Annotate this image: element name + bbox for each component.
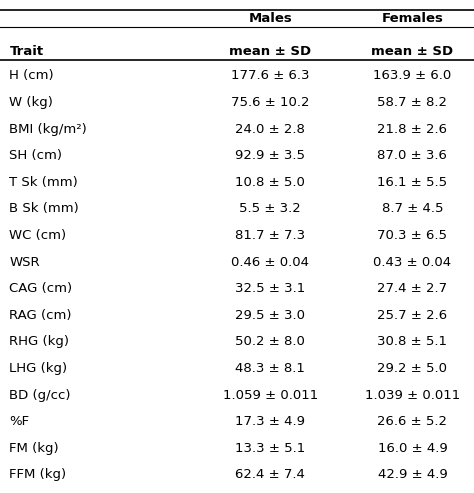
Text: 62.4 ± 7.4: 62.4 ± 7.4 (235, 468, 305, 481)
Text: BMI (kg/m²): BMI (kg/m²) (9, 123, 87, 136)
Text: SH (cm): SH (cm) (9, 149, 63, 162)
Text: B Sk (mm): B Sk (mm) (9, 202, 79, 215)
Text: CAG (cm): CAG (cm) (9, 282, 73, 295)
Text: 16.0 ± 4.9: 16.0 ± 4.9 (377, 442, 447, 455)
Text: 25.7 ± 2.6: 25.7 ± 2.6 (377, 309, 447, 322)
Text: WC (cm): WC (cm) (9, 229, 67, 242)
Text: 42.9 ± 4.9: 42.9 ± 4.9 (377, 468, 447, 481)
Text: LHG (kg): LHG (kg) (9, 362, 68, 375)
Text: RHG (kg): RHG (kg) (9, 335, 70, 349)
Text: 21.8 ± 2.6: 21.8 ± 2.6 (377, 123, 447, 136)
Text: 8.7 ± 4.5: 8.7 ± 4.5 (382, 202, 443, 215)
Text: 58.7 ± 8.2: 58.7 ± 8.2 (377, 96, 447, 109)
Text: mean ± SD: mean ± SD (371, 45, 454, 58)
Text: 27.4 ± 2.7: 27.4 ± 2.7 (377, 282, 447, 295)
Text: 1.039 ± 0.011: 1.039 ± 0.011 (365, 388, 460, 401)
Text: 26.6 ± 5.2: 26.6 ± 5.2 (377, 415, 447, 428)
Text: mean ± SD: mean ± SD (229, 45, 311, 58)
Text: 177.6 ± 6.3: 177.6 ± 6.3 (231, 70, 310, 82)
Text: FM (kg): FM (kg) (9, 442, 59, 455)
Text: Males: Males (248, 12, 292, 25)
Text: 10.8 ± 5.0: 10.8 ± 5.0 (235, 176, 305, 189)
Text: 29.5 ± 3.0: 29.5 ± 3.0 (235, 309, 305, 322)
Text: 17.3 ± 4.9: 17.3 ± 4.9 (235, 415, 305, 428)
Text: T Sk (mm): T Sk (mm) (9, 176, 78, 189)
Text: 24.0 ± 2.8: 24.0 ± 2.8 (235, 123, 305, 136)
Text: 81.7 ± 7.3: 81.7 ± 7.3 (235, 229, 305, 242)
Text: Females: Females (382, 12, 443, 25)
Text: 13.3 ± 5.1: 13.3 ± 5.1 (235, 442, 305, 455)
Text: 29.2 ± 5.0: 29.2 ± 5.0 (377, 362, 447, 375)
Text: 5.5 ± 3.2: 5.5 ± 3.2 (239, 202, 301, 215)
Text: WSR: WSR (9, 255, 40, 269)
Text: 30.8 ± 5.1: 30.8 ± 5.1 (377, 335, 447, 349)
Text: 16.1 ± 5.5: 16.1 ± 5.5 (377, 176, 447, 189)
Text: 0.46 ± 0.04: 0.46 ± 0.04 (231, 255, 309, 269)
Text: 75.6 ± 10.2: 75.6 ± 10.2 (231, 96, 310, 109)
Text: %F: %F (9, 415, 29, 428)
Text: W (kg): W (kg) (9, 96, 54, 109)
Text: 48.3 ± 8.1: 48.3 ± 8.1 (235, 362, 305, 375)
Text: BD (g/cc): BD (g/cc) (9, 388, 71, 401)
Text: H (cm): H (cm) (9, 70, 54, 82)
Text: 163.9 ± 6.0: 163.9 ± 6.0 (373, 70, 452, 82)
Text: 1.059 ± 0.011: 1.059 ± 0.011 (223, 388, 318, 401)
Text: 32.5 ± 3.1: 32.5 ± 3.1 (235, 282, 305, 295)
Text: RAG (cm): RAG (cm) (9, 309, 72, 322)
Text: FFM (kg): FFM (kg) (9, 468, 67, 481)
Text: 0.43 ± 0.04: 0.43 ± 0.04 (374, 255, 451, 269)
Text: 87.0 ± 3.6: 87.0 ± 3.6 (377, 149, 447, 162)
Text: Trait: Trait (9, 45, 44, 58)
Text: 70.3 ± 6.5: 70.3 ± 6.5 (377, 229, 447, 242)
Text: 92.9 ± 3.5: 92.9 ± 3.5 (235, 149, 305, 162)
Text: 50.2 ± 8.0: 50.2 ± 8.0 (235, 335, 305, 349)
